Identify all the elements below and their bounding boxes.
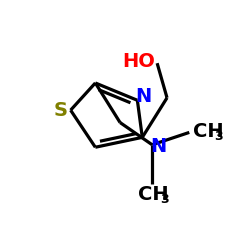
Text: 3: 3 [160, 194, 168, 206]
Text: N: N [136, 87, 152, 106]
Text: CH: CH [192, 122, 223, 141]
Text: S: S [54, 101, 68, 120]
Text: N: N [150, 136, 166, 156]
Text: CH: CH [138, 185, 169, 204]
Text: 3: 3 [214, 130, 223, 143]
Text: HO: HO [122, 52, 155, 72]
